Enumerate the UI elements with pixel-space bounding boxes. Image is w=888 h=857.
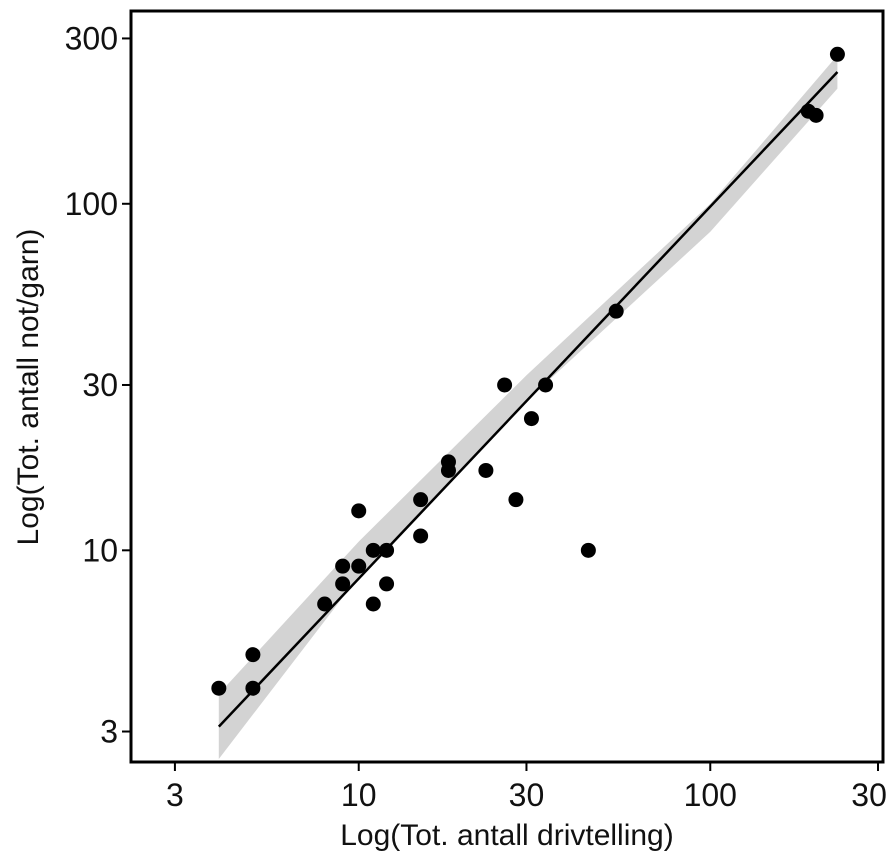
confidence-band (218, 55, 838, 759)
data-point (508, 492, 524, 508)
data-point (335, 558, 351, 574)
x-tick-label: 30 (509, 777, 545, 813)
data-point (365, 596, 381, 612)
data-point (351, 558, 367, 574)
data-point (317, 596, 333, 612)
data-point (245, 680, 261, 696)
data-point (335, 576, 351, 592)
data-point (379, 576, 395, 592)
data-point (413, 492, 429, 508)
data-point (351, 503, 367, 519)
x-axis-label: Log(Tot. antall drivtelling) (340, 819, 674, 852)
data-point (497, 377, 513, 393)
x-axis-ticks: 3 10 30 100 300 (166, 762, 888, 813)
data-point (365, 542, 381, 558)
x-tick-label: 300 (851, 777, 888, 813)
plot-frame (129, 9, 885, 764)
data-point (829, 46, 845, 62)
data-points (211, 46, 845, 696)
data-point (608, 303, 624, 319)
x-tick-label: 3 (166, 777, 184, 813)
y-tick-label: 300 (65, 20, 118, 56)
regression-line (217, 71, 839, 728)
y-axis-label: Log(Tot. antall not/garn) (12, 229, 45, 546)
y-tick-label: 10 (82, 532, 118, 568)
x-tick-label: 10 (341, 777, 377, 813)
data-point (245, 647, 261, 663)
y-tick-label: 100 (65, 186, 118, 222)
data-point (379, 542, 395, 558)
data-point (808, 107, 824, 123)
data-point (413, 528, 429, 544)
data-point (211, 680, 227, 696)
y-axis-ticks: 3 10 30 100 300 (65, 20, 131, 750)
data-point (538, 377, 554, 393)
data-point (580, 542, 596, 558)
y-tick-label: 3 (100, 714, 118, 750)
data-point (478, 462, 494, 478)
y-tick-label: 30 (82, 367, 118, 403)
data-point (440, 454, 456, 470)
data-point (523, 411, 539, 427)
x-tick-label: 100 (684, 777, 737, 813)
